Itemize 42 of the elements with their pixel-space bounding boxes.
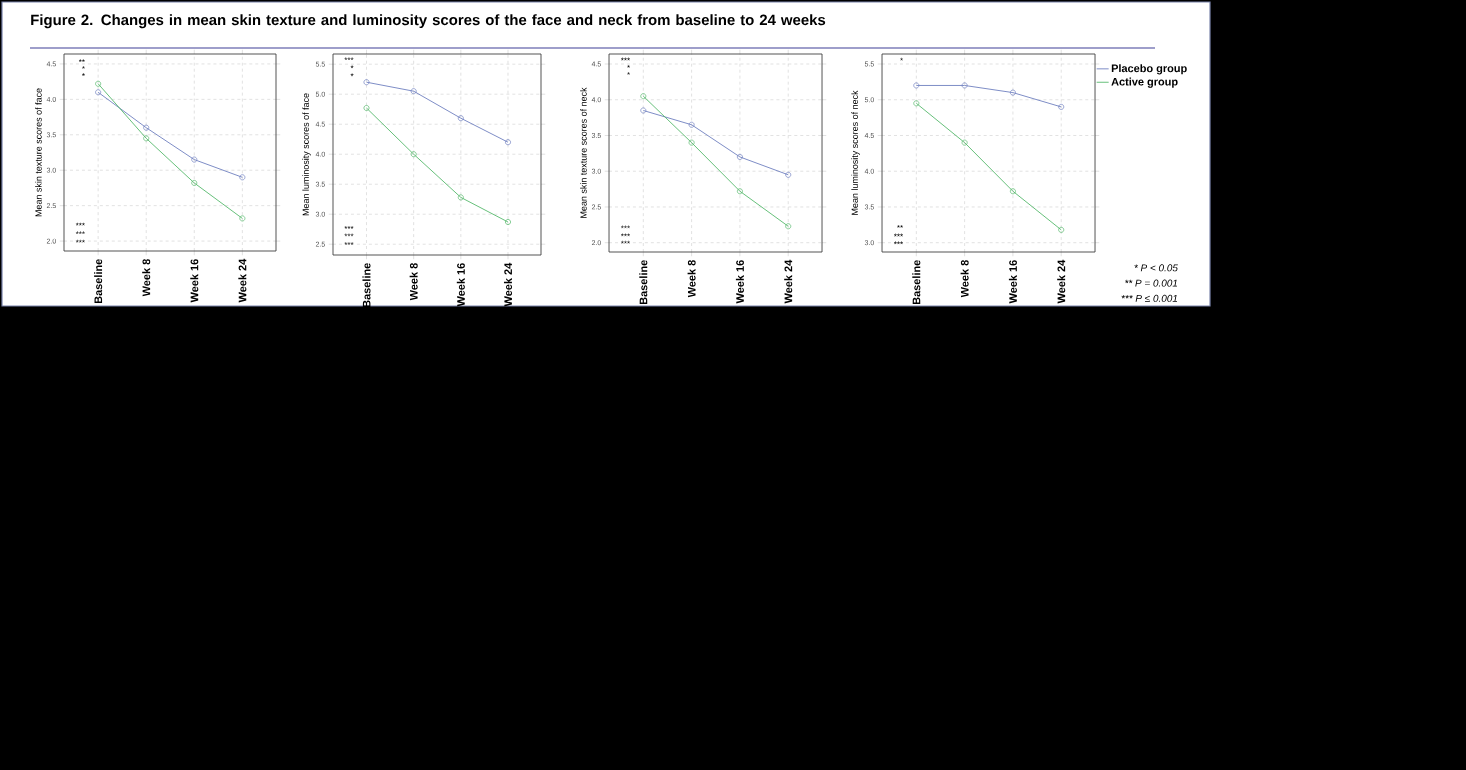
point — [143, 135, 150, 142]
text: Figure 2. Changes in mean skin texture and luminosity scores of the face and neck from baseline to 24 weeks — [31, 14, 826, 29]
text: *** P ≤ 0.001 — [1121, 294, 1178, 302]
point — [410, 88, 417, 95]
x-tick-label: Week 24 — [1057, 259, 1066, 304]
x-tick-label: Week 16 — [456, 263, 465, 307]
y-axis-title: Mean luminosity scores of face — [302, 93, 311, 216]
point — [688, 121, 695, 128]
y-axis-title: Mean luminosity scores of neck — [851, 90, 860, 215]
point — [457, 115, 464, 122]
text: ** P = 0.001 — [1125, 279, 1178, 287]
point — [143, 124, 150, 131]
x-tick-label: Week 16 — [1008, 260, 1017, 304]
x-tick-label: Week 8 — [142, 259, 151, 297]
x-tick-label: Week 8 — [687, 260, 696, 298]
legend-label: Placebo group — [1111, 64, 1187, 75]
x-tick-label: Week 16 — [190, 259, 199, 303]
x-tick-label: Week 24 — [503, 262, 513, 307]
x-tick-label: Week 24 — [238, 258, 247, 303]
point — [961, 82, 968, 89]
point — [688, 139, 695, 146]
point — [1009, 89, 1016, 96]
point — [191, 156, 198, 163]
point — [191, 180, 198, 186]
text: * P < 0.05 — [1134, 264, 1178, 272]
y-axis-title: Mean skin texture scores of neck — [580, 87, 587, 218]
point — [457, 194, 464, 201]
x-tick-label: Baseline — [912, 260, 921, 305]
legend-label: Active group — [1111, 77, 1178, 88]
x-tick-label: Baseline — [94, 259, 103, 304]
y-axis-title: Mean skin texture scores of face — [35, 88, 42, 217]
point — [961, 139, 968, 146]
point — [736, 188, 743, 195]
x-tick-label: Week 8 — [409, 263, 418, 301]
x-tick-label: Baseline — [639, 260, 648, 305]
x-tick-label: Week 24 — [784, 259, 793, 304]
point — [1009, 188, 1016, 195]
x-tick-label: Week 8 — [960, 260, 969, 298]
x-tick-label: Week 16 — [735, 260, 744, 304]
point — [410, 151, 417, 158]
x-tick-label: Baseline — [362, 263, 371, 308]
point — [736, 154, 743, 160]
